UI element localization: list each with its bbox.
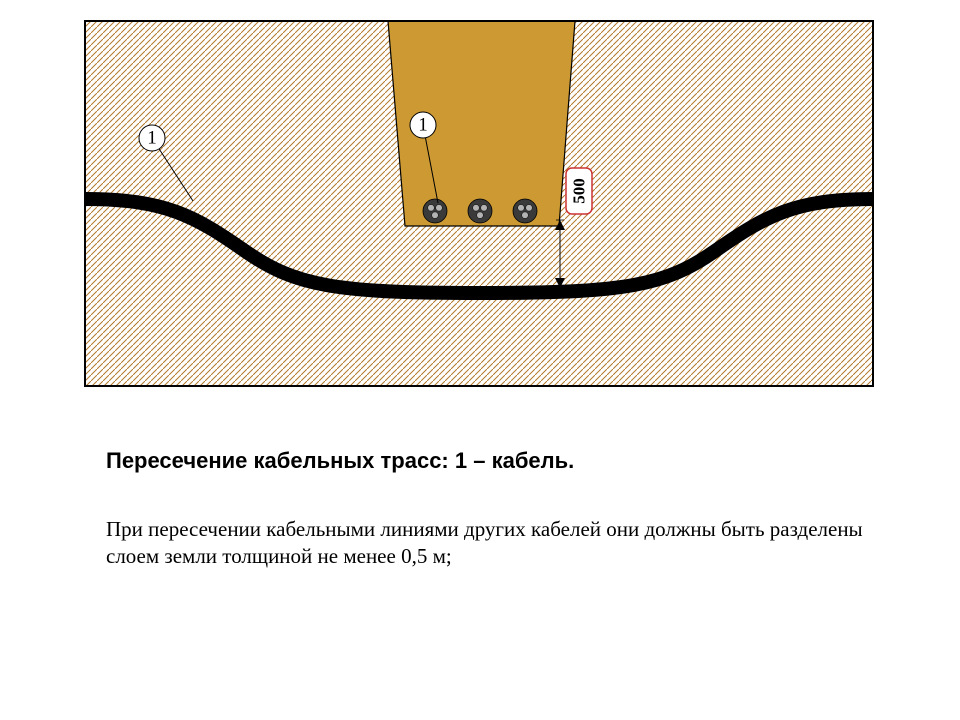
trench-cables [423,199,537,223]
cable-bundle [423,199,447,223]
cross-section-diagram: 1 1 500 [84,20,874,387]
caption-body: При пересечении кабельными линиями други… [106,516,866,571]
caption-title: Пересечение кабельных трасс: 1 – кабель. [106,448,866,474]
svg-text:1: 1 [147,128,157,149]
page: 1 1 500 Пересечение кабельных трасс: 1 – … [0,0,960,720]
cable-bundle [468,199,492,223]
cable-bundle [513,199,537,223]
svg-text:500: 500 [570,178,589,204]
caption-block: Пересечение кабельных трасс: 1 – кабель.… [106,448,866,571]
svg-text:1: 1 [418,115,428,136]
